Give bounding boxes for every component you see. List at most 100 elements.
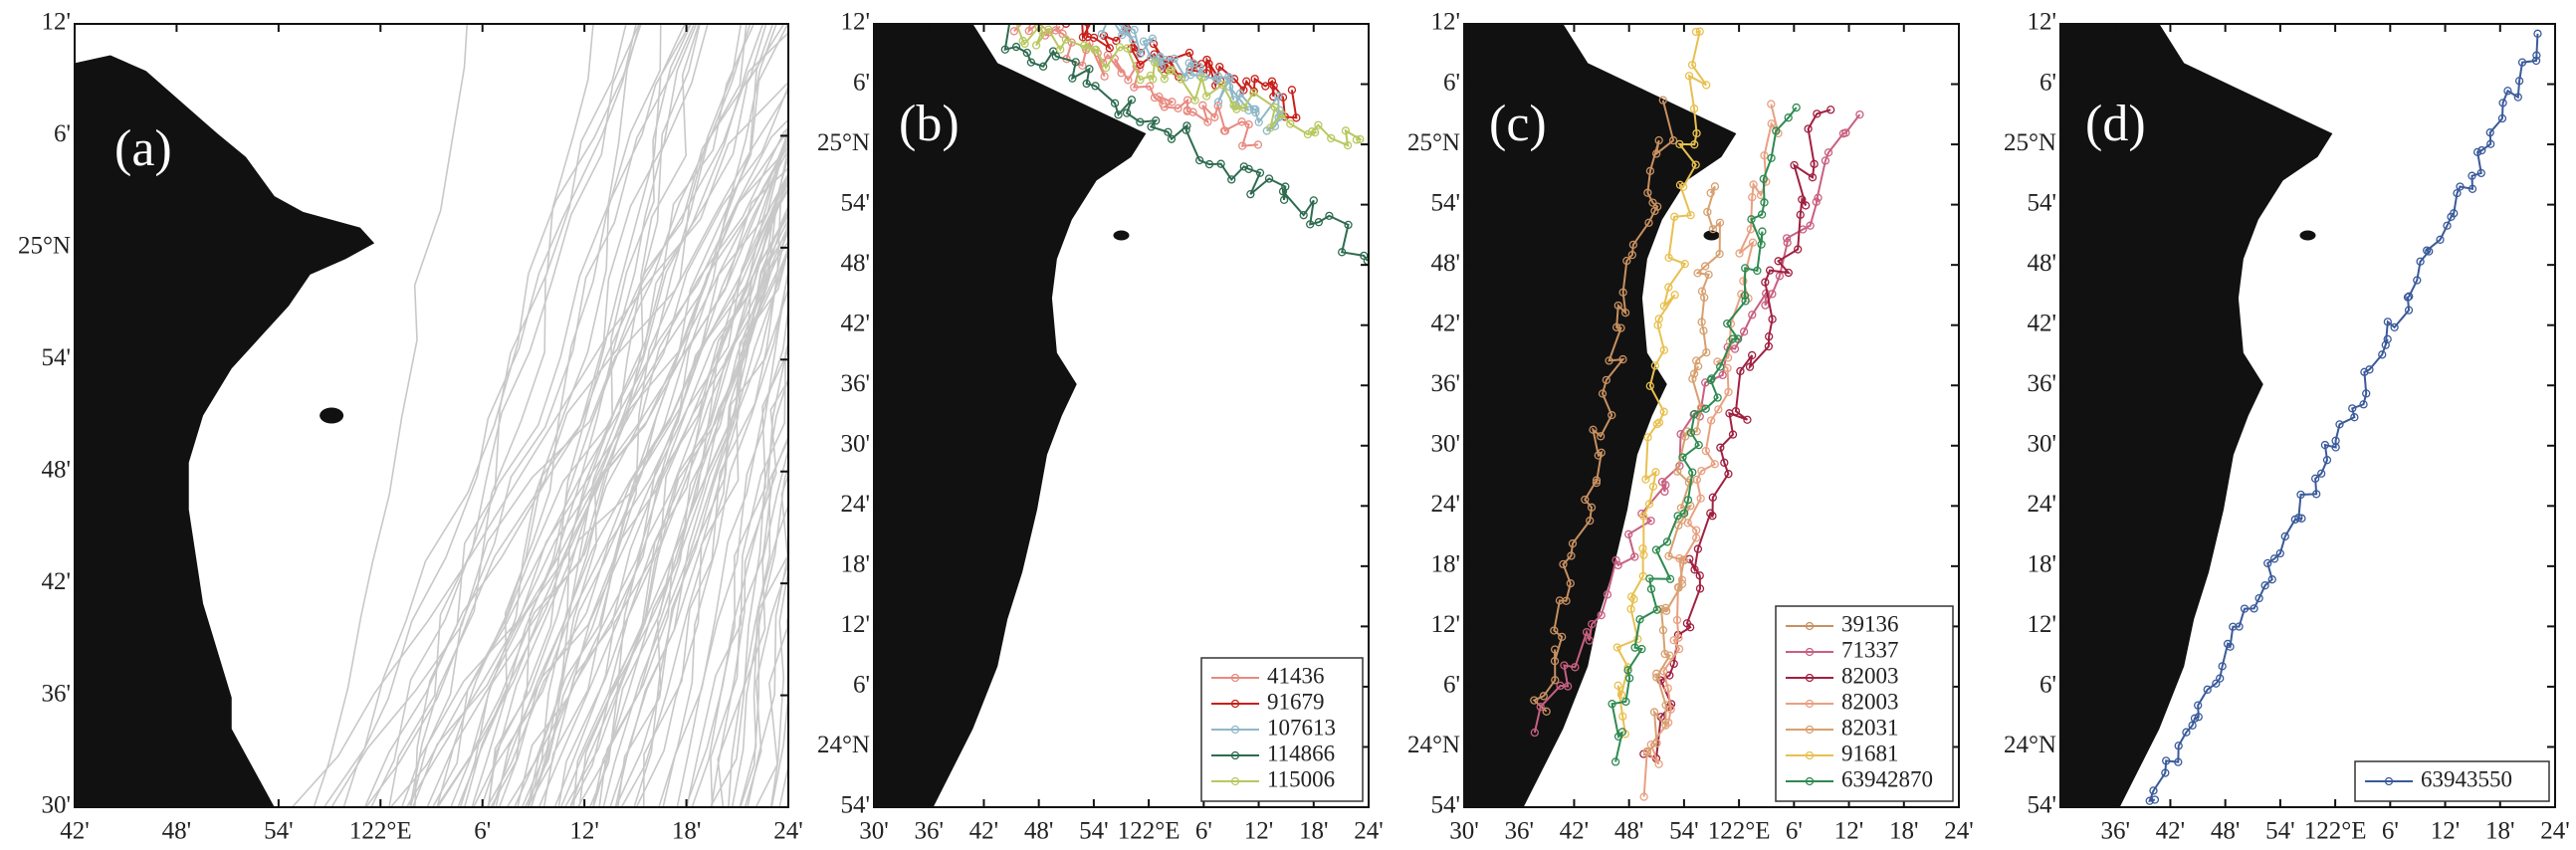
y-tick-label: 12' [2027, 611, 2056, 638]
x-tick-label: 12' [1244, 818, 1274, 845]
track-point [1841, 128, 1850, 137]
x-tick-label: 24' [2540, 818, 2570, 845]
legend-marker [1805, 725, 1815, 735]
panel-label: (b) [899, 96, 960, 152]
legend-marker [1805, 673, 1815, 683]
track-point [1710, 460, 1719, 469]
track-point [1356, 134, 1365, 144]
land [75, 55, 375, 807]
track-point [1204, 159, 1214, 169]
track-point [1352, 135, 1362, 144]
y-tick-label: 48' [840, 250, 870, 277]
drifter-track [1646, 185, 1721, 753]
track-point [1855, 109, 1864, 119]
drifter-track [409, 24, 627, 807]
track-point [2362, 389, 2371, 398]
y-tick-label: 12' [2027, 9, 2056, 36]
drifter-track [633, 287, 788, 807]
track-point [2190, 714, 2200, 723]
track-point [1646, 584, 1656, 593]
y-tick-label: 12' [1430, 9, 1460, 36]
track-point [1269, 92, 1278, 102]
track-point [1611, 555, 1620, 565]
drifter-track [370, 24, 692, 807]
track-point [1269, 82, 1278, 91]
track-point [1101, 63, 1111, 73]
y-tick-label: 24' [1430, 491, 1460, 518]
track-point [1685, 554, 1694, 563]
track-point [1652, 605, 1661, 614]
y-tick-label: 30' [840, 431, 870, 458]
drifter-track [450, 143, 788, 807]
track-point [1677, 575, 1687, 584]
track-point [1542, 707, 1551, 716]
track-point [1665, 671, 1674, 680]
track-point [1782, 234, 1792, 243]
y-tick-label: 54' [840, 189, 870, 216]
track-point [1056, 45, 1065, 54]
track-point [1292, 113, 1301, 122]
y-tick-label: 18' [840, 551, 870, 578]
track-point [1026, 58, 1036, 67]
track-point [1675, 139, 1684, 149]
track-point [1748, 238, 1758, 247]
x-tick-label: 36' [1504, 818, 1534, 845]
track-point [1760, 198, 1769, 207]
drifter-track [537, 210, 788, 807]
track-point [1000, 45, 1009, 54]
legend-label: 63942870 [1841, 766, 1933, 791]
legend-label: 63943550 [2421, 766, 2512, 791]
track-point [2267, 575, 2276, 584]
track-point [1702, 347, 1711, 357]
track-point [2468, 171, 2476, 180]
track-point [1566, 579, 1575, 588]
track-point [1679, 555, 1688, 565]
track-point [1194, 155, 1204, 165]
track-point [1652, 673, 1661, 682]
track-point [1106, 12, 1113, 19]
track-point [1239, 162, 1248, 171]
track-point [2416, 257, 2425, 266]
track-point [1610, 757, 1620, 766]
track-point [2240, 604, 2250, 613]
drifter-track [472, 166, 788, 807]
track-point [2498, 99, 2507, 107]
track-point [1085, 65, 1094, 74]
track-point [1249, 89, 1258, 98]
panel-label: (a) [114, 120, 172, 177]
track-point [1197, 73, 1206, 83]
map-area [1464, 24, 1864, 807]
track-point [1181, 125, 1190, 134]
y-tick-label: 6' [1443, 672, 1460, 699]
drifter-track [463, 24, 755, 807]
track-point [1608, 410, 1616, 420]
track-point [1624, 530, 1633, 538]
track-point [1689, 105, 1699, 113]
track-point [1706, 509, 1715, 518]
track-point [1281, 182, 1290, 191]
legend-marker [2384, 776, 2394, 786]
track-point [1682, 619, 1692, 628]
drifter-track [400, 118, 788, 807]
track-point [1182, 106, 1191, 115]
y-tick-label: 6' [54, 120, 71, 147]
track-point [1824, 148, 1833, 157]
track-point [1639, 550, 1648, 559]
track-point [1695, 584, 1705, 593]
track-point [1152, 116, 1161, 125]
track-point [2297, 514, 2306, 523]
track-point [1806, 221, 1815, 230]
x-tick-label: 6' [474, 818, 491, 845]
track-point [1175, 73, 1183, 82]
track-point [2486, 139, 2495, 148]
track-point [2145, 796, 2154, 805]
track-point [1635, 615, 1644, 624]
track-point [1713, 393, 1722, 402]
track-point [1701, 262, 1710, 271]
track-point [1212, 76, 1221, 85]
track-point [1105, 44, 1114, 53]
track-point [1759, 174, 1768, 183]
y-tick-label: 12' [840, 611, 870, 638]
legend-marker [1805, 776, 1815, 786]
track-point [1765, 266, 1775, 275]
